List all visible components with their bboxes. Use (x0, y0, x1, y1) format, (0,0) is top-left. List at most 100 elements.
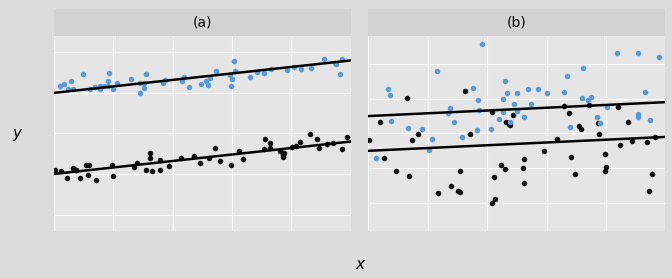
Point (577, 95, 587, 100)
Bar (368, 9, 665, 36)
Point (504, 122, 515, 127)
Point (66, 79, 77, 84)
Point (623, 120, 634, 124)
Point (81, 163, 91, 167)
Point (615, 143, 626, 147)
Point (204, 155, 214, 160)
Point (375, 120, 386, 124)
Point (138, 85, 149, 90)
Point (129, 165, 140, 170)
Point (99, 84, 110, 88)
Point (518, 165, 529, 170)
Point (125, 77, 136, 82)
Point (505, 120, 515, 124)
Point (512, 91, 523, 95)
Point (493, 116, 504, 121)
Point (211, 69, 222, 74)
Point (227, 76, 238, 81)
Point (141, 71, 152, 76)
Point (179, 75, 190, 79)
Point (58, 82, 69, 86)
Point (139, 80, 150, 85)
Point (159, 78, 170, 82)
Point (431, 68, 442, 73)
Point (586, 95, 597, 99)
Point (265, 66, 276, 71)
Point (632, 112, 643, 116)
Point (502, 91, 513, 95)
Text: y: y (12, 126, 22, 141)
Point (62, 86, 73, 91)
Point (370, 156, 381, 161)
Point (203, 83, 214, 87)
Point (71, 168, 81, 172)
Point (578, 66, 589, 70)
Point (496, 163, 507, 167)
Point (650, 135, 661, 139)
Point (593, 121, 604, 125)
Point (278, 155, 288, 159)
Text: (b): (b) (507, 16, 527, 29)
Point (336, 57, 347, 61)
Point (265, 141, 276, 145)
Point (204, 76, 215, 80)
Point (183, 85, 194, 90)
Point (201, 79, 212, 84)
Point (195, 161, 206, 165)
Point (71, 168, 81, 172)
Point (379, 156, 390, 160)
Point (499, 79, 510, 83)
Point (62, 176, 73, 181)
Point (460, 89, 470, 94)
Text: x: x (355, 257, 364, 272)
Point (443, 110, 454, 115)
Point (288, 64, 299, 69)
Point (595, 120, 605, 125)
Point (402, 96, 413, 101)
Point (84, 163, 95, 167)
Point (95, 87, 106, 91)
Point (107, 162, 118, 167)
Point (175, 156, 186, 160)
Point (474, 108, 485, 113)
Point (642, 139, 653, 144)
Point (412, 132, 423, 137)
Point (260, 136, 271, 141)
Point (278, 151, 288, 156)
Point (145, 156, 156, 161)
Point (251, 70, 262, 74)
Point (417, 127, 427, 131)
Point (533, 87, 544, 91)
Point (445, 184, 456, 188)
Point (511, 109, 522, 114)
Point (563, 111, 574, 115)
Point (427, 136, 437, 141)
Point (77, 71, 88, 76)
Point (282, 68, 292, 72)
Point (238, 157, 249, 161)
Point (382, 87, 393, 92)
Point (646, 172, 657, 177)
Point (314, 146, 325, 150)
Point (306, 66, 317, 70)
Point (539, 149, 550, 153)
Point (304, 132, 315, 136)
Point (455, 190, 466, 195)
Point (146, 169, 157, 173)
Point (210, 146, 220, 150)
Point (215, 158, 226, 163)
Point (50, 168, 60, 173)
Point (259, 71, 269, 75)
Point (558, 90, 569, 95)
Point (633, 51, 644, 55)
Point (327, 141, 338, 145)
Point (518, 181, 529, 185)
Bar (54, 9, 351, 36)
Point (103, 78, 114, 83)
Point (322, 142, 333, 146)
Point (54, 84, 65, 88)
Point (145, 151, 156, 156)
Point (612, 51, 622, 55)
Point (56, 169, 67, 173)
Point (424, 147, 435, 152)
